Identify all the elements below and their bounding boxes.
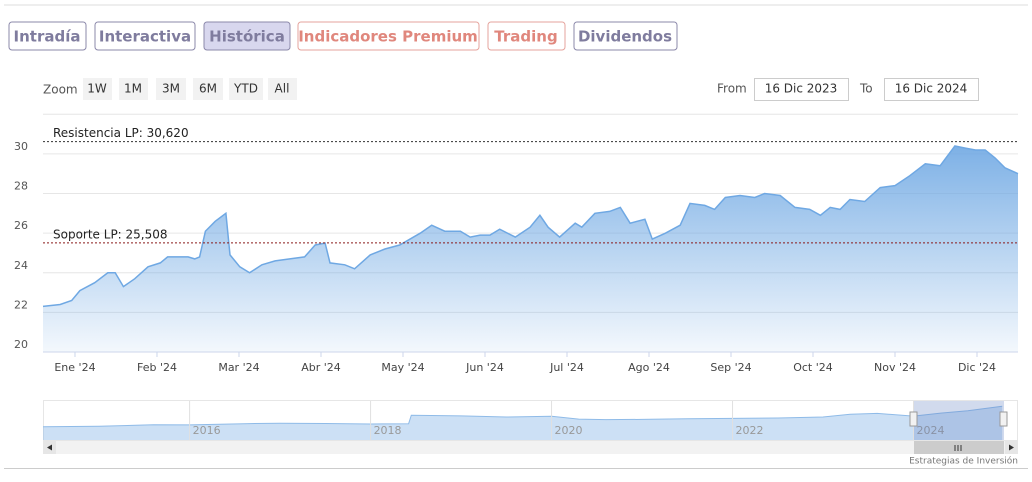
y-tick-label: 22 xyxy=(14,298,28,311)
plot-line-label: Resistencia LP: 30,620 xyxy=(53,126,189,140)
zoom-button-label[interactable]: 1W xyxy=(87,82,107,96)
x-tick-label: Oct '24 xyxy=(793,361,833,374)
scrollbar-track[interactable] xyxy=(43,441,1018,454)
y-tick-label: 28 xyxy=(14,180,28,193)
zoom-bar: Zoom 1W 1M 3M 6M YTD All xyxy=(43,78,297,100)
x-tick-label: Mar '24 xyxy=(218,361,259,374)
y-tick-label: 24 xyxy=(14,259,28,272)
from-label: From xyxy=(717,82,747,96)
handle-right[interactable] xyxy=(999,411,1008,427)
area-fill xyxy=(43,406,1003,440)
zoom-label: Zoom xyxy=(43,83,78,97)
from-input[interactable] xyxy=(754,78,849,101)
tab-label[interactable]: Dividendos xyxy=(578,28,672,46)
tab[interactable] xyxy=(8,21,87,51)
to-label: To xyxy=(859,82,873,96)
x-tick-label: 2022 xyxy=(736,424,764,437)
zoom-button[interactable] xyxy=(193,78,223,100)
zoom-button-label[interactable]: 1M xyxy=(124,82,142,96)
tab-active[interactable] xyxy=(203,21,291,51)
main-chart: 20 22 24 26 28 30 Ene '24 Feb '24 Mar '24 Abr '24… xyxy=(14,113,1019,374)
x-tick-label: Feb '24 xyxy=(137,361,177,374)
x-tick-label: Sep '24 xyxy=(710,361,751,374)
date-range: From 16 Dic 2023 To 16 Dic 2024 xyxy=(717,78,979,101)
scrollbar xyxy=(43,441,1018,454)
arrow-right xyxy=(1009,444,1014,451)
tab[interactable] xyxy=(573,21,678,51)
from-value[interactable]: 16 Dic 2023 xyxy=(765,82,838,96)
zoom-button-label[interactable]: 3M xyxy=(162,82,180,96)
y-tick-label: 30 xyxy=(14,140,28,153)
thumb-grip xyxy=(954,445,962,451)
plot-line-label: Soporte LP: 25,508 xyxy=(53,227,168,241)
x-tick-label: Nov '24 xyxy=(874,361,916,374)
x-tick-label: 2016 xyxy=(193,424,221,437)
zoom-button[interactable] xyxy=(119,78,148,100)
tab-bar: Intradía Interactiva Histórica Indicador… xyxy=(8,21,678,51)
x-tick-label: Ene '24 xyxy=(54,361,95,374)
zoom-button[interactable] xyxy=(156,78,186,100)
y-tick-label: 26 xyxy=(14,219,28,232)
arrow-left xyxy=(47,444,52,451)
x-tick-label: Ago '24 xyxy=(628,361,670,374)
tab[interactable] xyxy=(94,21,196,51)
navigator: 2016 2018 2020 2022 2024 xyxy=(42,401,1003,440)
x-tick-label: Abr '24 xyxy=(301,361,341,374)
zoom-button-label[interactable]: All xyxy=(275,82,290,96)
to-input[interactable] xyxy=(884,78,979,101)
navigator-selection[interactable] xyxy=(909,401,1008,440)
tab-label[interactable]: Histórica xyxy=(209,28,285,46)
footer-credit: Estrategias de Inversión xyxy=(909,456,1018,467)
x-tick-label: Jul '24 xyxy=(549,361,584,374)
zoom-button-label[interactable]: YTD xyxy=(233,82,258,96)
tab-label[interactable]: Intradía xyxy=(14,28,81,46)
tab[interactable] xyxy=(297,21,480,51)
x-tick-label: 2024 xyxy=(917,424,945,437)
area-line xyxy=(42,405,1003,428)
x-tick-label: May '24 xyxy=(381,361,424,374)
selection-mask[interactable] xyxy=(914,401,1004,440)
zoom-button-label[interactable]: 6M xyxy=(199,82,217,96)
tab-label[interactable]: Trading xyxy=(494,28,557,46)
to-value[interactable]: 16 Dic 2024 xyxy=(895,82,968,96)
area-fill xyxy=(43,146,1018,352)
tab-label[interactable]: Interactiva xyxy=(99,28,191,46)
zoom-button[interactable] xyxy=(268,78,297,100)
x-tick-label: 2018 xyxy=(374,424,402,437)
zoom-button[interactable] xyxy=(83,78,112,100)
tab-label[interactable]: Indicadores Premium xyxy=(298,28,478,46)
zoom-button[interactable] xyxy=(229,78,263,100)
scroll-thumb[interactable] xyxy=(914,441,1004,454)
x-tick-label: 2020 xyxy=(555,424,583,437)
tab[interactable] xyxy=(487,21,566,51)
area-line xyxy=(42,145,1019,308)
handle-left[interactable] xyxy=(909,411,918,427)
navigator-frame xyxy=(43,400,1018,441)
y-tick-label: 20 xyxy=(14,338,28,351)
navigator-border xyxy=(43,400,1018,441)
x-tick-label: Dic '24 xyxy=(958,361,996,374)
x-tick-label: Jun '24 xyxy=(465,361,504,374)
